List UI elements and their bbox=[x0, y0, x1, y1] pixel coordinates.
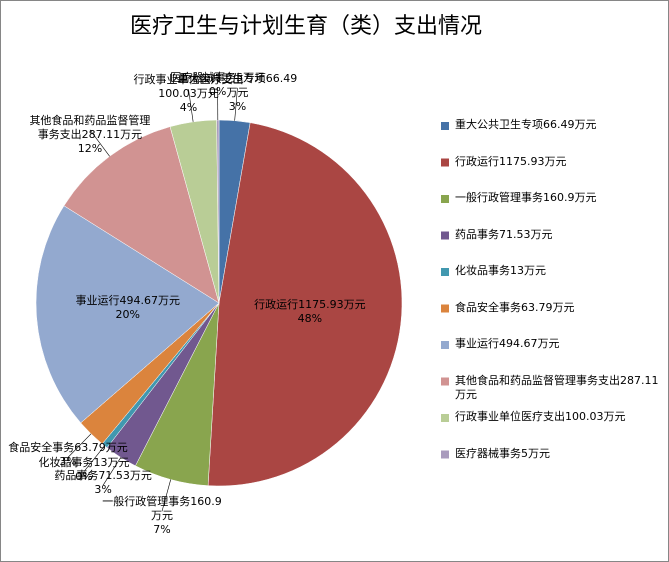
leader-line bbox=[102, 457, 122, 486]
data-label-percent: 7% bbox=[153, 523, 171, 537]
legend-entry: 药品事务71.53万元 bbox=[455, 228, 667, 242]
data-label-name: 一般行政管理事务160.9万元 bbox=[102, 495, 222, 523]
legend-entry: 行政运行1175.93万元 bbox=[455, 155, 667, 169]
data-label-name: 食品安全事务63.79万元 bbox=[8, 441, 128, 455]
legend-label: 行政运行1175.93万元 bbox=[455, 154, 567, 168]
legend-entry-text: 行政事业单位医疗支出100.03万元 bbox=[455, 410, 667, 424]
legend-label: 一般行政管理事务160.9万元 bbox=[455, 191, 597, 204]
legend-swatch bbox=[441, 231, 449, 240]
legend-swatch bbox=[441, 377, 449, 386]
leader-line bbox=[89, 129, 110, 157]
legend-label: 食品安全事务63.79万元 bbox=[455, 300, 575, 314]
data-label-text: 食品安全事务63.79万元 3% bbox=[3, 441, 133, 469]
data-label-percent: 0% bbox=[75, 469, 93, 483]
data-label-name: 行政运行1175.93万元 bbox=[254, 297, 366, 311]
legend-label: 医疗器械事务5万元 bbox=[455, 446, 550, 460]
data-label-name: 重大公共卫生专项66.49万元 bbox=[177, 71, 298, 99]
legend-label: 化妆品事务13万元 bbox=[455, 264, 546, 277]
data-label-name: 药品事务71.53万元 bbox=[54, 469, 152, 483]
data-label-percent: 0% bbox=[208, 85, 227, 99]
legend-entry: 事业运行494.67万元 bbox=[455, 337, 667, 351]
leader-line bbox=[188, 89, 194, 122]
legend-swatch bbox=[441, 122, 449, 130]
legend-label: 其他食品和药品监督管理事务支出287.11万元 bbox=[455, 373, 659, 401]
legend-label: 行政事业单位医疗支出100.03万元 bbox=[455, 410, 626, 423]
data-label-name: 行政事业单位医疗支出100.03万元 bbox=[133, 73, 244, 101]
legend-swatch bbox=[441, 268, 449, 276]
data-label-percent: 4% bbox=[179, 101, 198, 115]
data-label-name: 化妆品事务13万元 bbox=[38, 455, 130, 469]
legend-entry-text: 重大公共卫生专项66.49万元 bbox=[455, 118, 667, 132]
legend-entry-text: 事业运行494.67万元 bbox=[455, 337, 667, 351]
leader-line bbox=[67, 433, 92, 458]
legend-entry-text: 一般行政管理事务160.9万元 bbox=[455, 191, 667, 205]
data-label-text: 其他食品和药品监督管理事务支出287.11万元 12% bbox=[25, 114, 155, 156]
data-label-text: 医疗器械事务5万元 0% bbox=[153, 71, 283, 99]
legend-label: 重大公共卫生专项66.49万元 bbox=[455, 118, 597, 131]
data-label-text: 一般行政管理事务160.9万元 7% bbox=[97, 495, 227, 537]
data-label-text: 行政运行1175.93万元 48% bbox=[245, 298, 375, 326]
legend-entry: 一般行政管理事务160.9万元 bbox=[455, 191, 667, 205]
leader-line bbox=[83, 445, 105, 472]
data-label-percent: 3% bbox=[228, 99, 247, 113]
data-label-percent: 12% bbox=[77, 141, 103, 155]
chart-title: 医疗卫生与计划生育（类）支出情况 bbox=[130, 14, 482, 39]
legend-entry-text: 其他食品和药品监督管理事务支出287.11万元 bbox=[455, 374, 667, 402]
data-label-text: 药品事务71.53万元 3% bbox=[38, 469, 168, 497]
data-label-text: 行政事业单位医疗支出100.03万元 4% bbox=[123, 73, 253, 115]
data-label-name: 事业运行494.67万元 bbox=[75, 294, 181, 308]
legend-entry: 医疗器械事务5万元 bbox=[455, 447, 667, 461]
legend-swatch bbox=[441, 304, 449, 313]
legend-entry: 重大公共卫生专项66.49万元 bbox=[455, 118, 667, 132]
legend-label: 事业运行494.67万元 bbox=[455, 337, 560, 350]
legend-entry-text: 食品安全事务63.79万元 bbox=[455, 301, 667, 315]
data-label-percent: 20% bbox=[115, 308, 140, 322]
data-label-text: 重大公共卫生专项66.49万元 3% bbox=[172, 72, 302, 114]
legend-label: 药品事务71.53万元 bbox=[455, 227, 553, 241]
data-label-name: 医疗器械事务5万元 bbox=[170, 71, 266, 85]
data-label-percent: 3% bbox=[59, 455, 77, 469]
legend-entry-text: 化妆品事务13万元 bbox=[455, 264, 667, 278]
legend-swatch bbox=[441, 195, 449, 203]
legend-swatch bbox=[441, 450, 449, 459]
pie-slice bbox=[35, 205, 220, 424]
data-label-percent: 3% bbox=[94, 483, 112, 497]
legend-entry-text: 药品事务71.53万元 bbox=[455, 228, 667, 242]
pie-slice bbox=[207, 122, 403, 487]
data-label-text: 事业运行494.67万元 20% bbox=[63, 294, 193, 322]
legend-entry-text: 医疗器械事务5万元 bbox=[455, 447, 667, 461]
legend-swatch bbox=[441, 414, 449, 422]
legend-swatch bbox=[441, 341, 449, 349]
data-label-name: 其他食品和药品监督管理事务支出287.11万元 bbox=[29, 113, 151, 141]
legend-swatch bbox=[441, 158, 449, 167]
legend-entry: 其他食品和药品监督管理事务支出287.11万元 bbox=[455, 374, 667, 402]
legend-entry: 食品安全事务63.79万元 bbox=[455, 301, 667, 315]
pie-slice bbox=[63, 126, 220, 304]
leader-line bbox=[161, 479, 171, 512]
legend-entry-text: 行政运行1175.93万元 bbox=[455, 155, 667, 169]
data-label-percent: 48% bbox=[297, 311, 323, 325]
data-label-text: 化妆品事务13万元 0% bbox=[19, 456, 149, 484]
leader-line bbox=[234, 87, 238, 121]
legend-entry: 行政事业单位医疗支出100.03万元 bbox=[455, 410, 667, 424]
legend-entry: 化妆品事务13万元 bbox=[455, 264, 667, 278]
